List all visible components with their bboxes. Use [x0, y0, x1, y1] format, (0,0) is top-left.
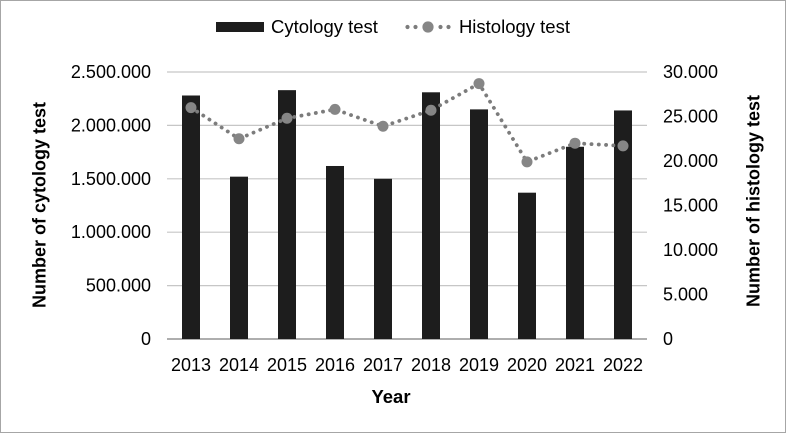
marker-2013 — [185, 102, 197, 114]
legend-marker-dot — [422, 21, 434, 33]
legend-dot — [438, 24, 443, 30]
x-tick-label-2021: 2021 — [555, 355, 595, 375]
histology-dotted-line — [189, 81, 625, 165]
right-axis-title: Number of histology test — [743, 94, 764, 308]
legend-dot — [413, 24, 418, 30]
right-axis-tick-label: 30.000 — [663, 62, 718, 82]
right-axis-tick-label: 25.000 — [663, 107, 718, 127]
x-tick-label-2014: 2014 — [219, 355, 259, 375]
bar-2015 — [278, 90, 296, 339]
x-axis-title: Year — [371, 386, 411, 407]
legend-dot — [405, 24, 410, 30]
marker-2018 — [425, 104, 437, 116]
x-tick-label-2016: 2016 — [315, 355, 355, 375]
x-tick-label-2013: 2013 — [171, 355, 211, 375]
bar-2022 — [614, 110, 632, 339]
x-tick-label-2017: 2017 — [363, 355, 403, 375]
legend-label-cytology: Cytology test — [271, 16, 378, 37]
right-axis-tick-label: 0 — [663, 329, 673, 349]
bar-2021 — [566, 146, 584, 339]
right-axis-tick-label: 5.000 — [663, 285, 708, 305]
marker-2019 — [473, 78, 485, 90]
bar-swatch-icon — [216, 22, 264, 32]
left-axis-tick-label: 0 — [141, 329, 151, 349]
bar-2013 — [182, 95, 200, 339]
bar-2017 — [374, 178, 392, 339]
right-axis-tick-label: 15.000 — [663, 196, 718, 216]
legend: Cytology test Histology test — [1, 16, 785, 38]
x-tick-label-2020: 2020 — [507, 355, 547, 375]
legend-dot — [446, 24, 451, 30]
marker-2016 — [329, 103, 341, 115]
left-axis-tick-label: 1.000.000 — [71, 222, 151, 242]
marker-2022 — [617, 140, 629, 152]
marker-2015 — [281, 112, 293, 124]
bar-2014 — [230, 176, 248, 339]
bar-2020 — [518, 192, 536, 339]
legend-item-histology: Histology test — [404, 16, 570, 38]
legend-label-histology: Histology test — [458, 16, 570, 37]
left-axis-tick-label: 2.500.000 — [71, 62, 151, 82]
x-tick-label-2018: 2018 — [411, 355, 451, 375]
left-axis-tick-label: 1.500.000 — [71, 169, 151, 189]
dotted-line-icon — [405, 21, 451, 33]
x-tick-label-2015: 2015 — [267, 355, 307, 375]
bar-2016 — [326, 165, 344, 339]
x-tick-label-2019: 2019 — [459, 355, 499, 375]
left-axis-tick-label: 2.000.000 — [71, 115, 151, 135]
right-axis-tick-label: 20.000 — [663, 151, 718, 171]
bar-2019 — [470, 109, 488, 339]
marker-2017 — [377, 120, 389, 132]
legend-item-cytology: Cytology test — [216, 16, 378, 38]
right-axis-tick-label: 10.000 — [663, 240, 718, 260]
marker-2021 — [569, 137, 581, 149]
marker-2014 — [233, 133, 245, 145]
marker-2020 — [521, 156, 533, 168]
x-tick-label-2022: 2022 — [603, 355, 643, 375]
left-axis-tick-label: 500.000 — [86, 276, 151, 296]
left-axis-title: Number of cytology test — [29, 101, 50, 309]
bar-2018 — [422, 92, 440, 340]
